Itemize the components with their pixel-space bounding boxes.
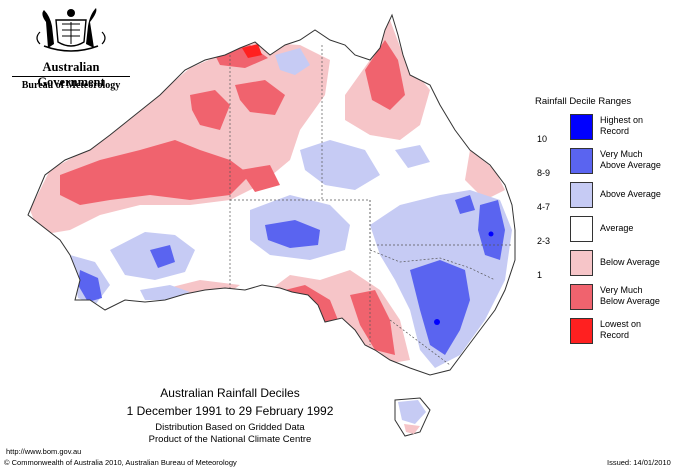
tasmania-below-average — [404, 424, 420, 434]
legend-item-lowest: Lowest on Record — [537, 318, 677, 344]
legend-item-average: Average 2-3 — [537, 216, 677, 246]
legend-swatch — [570, 216, 593, 242]
legend-label: Above Average — [600, 189, 661, 199]
footer-url[interactable]: http://www.bom.gov.au — [6, 447, 82, 456]
coat-of-arms-logo — [36, 8, 106, 52]
legend-range: 1 — [537, 270, 543, 280]
legend-label-line2: Record — [600, 330, 630, 340]
legend-swatch — [570, 114, 593, 140]
legend-label: Below Average — [600, 257, 660, 267]
legend-title: Rainfall Decile Ranges — [535, 96, 632, 107]
footer-copyright: © Commonwealth of Australia 2010, Austra… — [4, 458, 237, 467]
legend-item-above: Above Average 4-7 — [537, 182, 677, 212]
legend-item-very-much-below: Very Much Below Average — [537, 284, 677, 310]
map-method: Distribution Based on Gridded Data — [155, 422, 305, 433]
map-product: Product of the National Climate Centre — [148, 434, 312, 445]
australia-coastline — [27, 13, 516, 376]
legend-range: 2-3 — [537, 236, 551, 246]
tasmania-above-average — [398, 400, 426, 424]
footer-issued: Issued: 14/01/2010 — [607, 458, 671, 467]
legend-item-below: Below Average 1 — [537, 250, 677, 280]
government-title: Australian Government — [37, 60, 105, 89]
legend-swatch — [570, 318, 593, 344]
legend-swatch — [570, 148, 593, 174]
legend-range: 8-9 — [537, 168, 551, 178]
legend-label: Average — [600, 223, 634, 233]
highest-on-record-regions — [434, 231, 494, 325]
legend-label-line2: Record — [600, 126, 630, 136]
lowest-on-record-regions — [242, 44, 262, 58]
legend-label: Very Much — [600, 149, 643, 159]
state-boundaries — [229, 45, 512, 366]
legend-item-highest: Highest on Record 10 — [537, 114, 677, 144]
legend-label-line2: Below Average — [600, 296, 660, 306]
legend-item-very-much-above: Very Much Above Average 8-9 — [537, 148, 677, 178]
legend-range: 4-7 — [537, 202, 551, 212]
map-title: Australian Rainfall Deciles — [160, 386, 300, 400]
legend-label-line2: Above Average — [600, 160, 661, 170]
legend-label: Highest on — [600, 115, 644, 125]
legend-label: Lowest on — [600, 319, 642, 329]
legend-label: Very Much — [600, 285, 643, 295]
very-much-above-regions — [78, 195, 505, 355]
bureau-title: Bureau of Meteorology — [21, 80, 121, 91]
map-period: 1 December 1991 to 29 February 1992 — [126, 404, 334, 418]
header-divider — [12, 76, 130, 77]
legend-swatch — [570, 182, 593, 208]
above-average-regions — [70, 48, 512, 368]
legend-range: 10 — [537, 134, 548, 144]
legend-swatch — [570, 284, 593, 310]
legend-swatch — [570, 250, 593, 276]
